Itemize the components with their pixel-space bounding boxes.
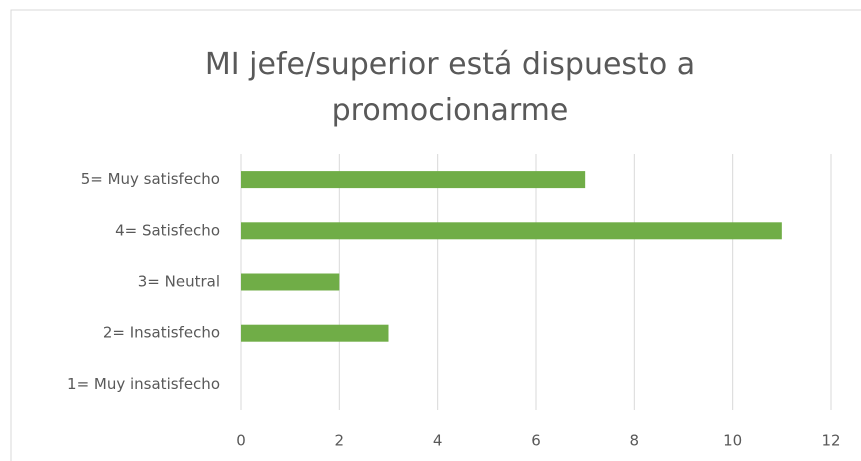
- x-tick-label: 4: [433, 432, 443, 450]
- x-tick-label: 12: [821, 432, 840, 450]
- y-tick-label: 1= Muy insatisfecho: [67, 375, 220, 393]
- bar: [241, 324, 389, 342]
- x-tick-label: 2: [335, 432, 345, 450]
- y-tick-label: 4= Satisfecho: [115, 221, 220, 239]
- chart-title: MI jefe/superior está dispuesto a promoc…: [204, 47, 696, 128]
- y-tick-label: 5= Muy satisfecho: [81, 170, 220, 188]
- x-tick-label: 8: [630, 432, 640, 450]
- x-tick-label: 6: [531, 432, 541, 450]
- chart-border: [10, 9, 861, 461]
- x-tick-label: 10: [723, 432, 742, 450]
- y-tick-label: 2= Insatisfecho: [103, 324, 220, 342]
- bar: [241, 273, 340, 291]
- bar: [241, 171, 586, 189]
- x-tick-label: 0: [236, 432, 246, 450]
- y-tick-label: 3= Neutral: [138, 273, 220, 291]
- bar: [241, 222, 782, 240]
